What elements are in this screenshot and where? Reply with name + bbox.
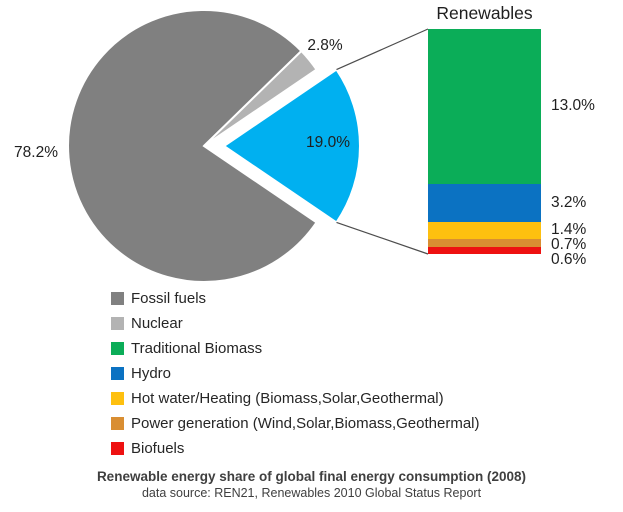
legend-swatch-icon — [111, 292, 124, 305]
legend-swatch-icon — [111, 342, 124, 355]
bar-label-hot-water-heating-biomass-solar-geothermal: 1.4% — [551, 221, 587, 239]
caption-source: data source: REN21, Renewables 2010 Glob… — [141, 486, 482, 500]
breakout-bar — [428, 29, 541, 254]
pie-label-fossil-fuels: 78.2% — [14, 144, 58, 161]
pie-slice-renewables — [222, 68, 361, 224]
bar-label-hydro: 3.2% — [551, 193, 587, 211]
legend-item-power-generation-wind-solar-biomass-geothermal: Power generation (Wind,Solar,Biomass,Geo… — [111, 411, 480, 436]
pie-slice-nuclear — [203, 49, 318, 147]
legend-item-traditional-biomass: Traditional Biomass — [111, 336, 480, 361]
legend-swatch-icon — [111, 417, 124, 430]
legend-swatch-icon — [111, 392, 124, 405]
legend-item-hydro: Hydro — [111, 361, 480, 386]
legend-label: Nuclear — [131, 315, 183, 332]
bar-label-biofuels: 0.6% — [551, 251, 587, 269]
legend-item-biofuels: Biofuels — [111, 436, 480, 461]
legend-item-nuclear: Nuclear — [111, 311, 480, 336]
legend-label: Fossil fuels — [131, 290, 207, 307]
breakout-bar-title: Renewables — [436, 3, 533, 23]
legend-swatch-icon — [111, 317, 124, 330]
bar-segment-hot-water-heating-biomass-solar-geothermal — [428, 221, 541, 239]
legend-label: Traditional Biomass — [131, 340, 263, 357]
pie-label-nuclear: 2.8% — [307, 37, 343, 54]
pie-slice-fossil-fuels — [67, 8, 318, 283]
pie-label-renewables: 19.0% — [306, 134, 350, 151]
bar-label-traditional-biomass: 13.0% — [551, 97, 595, 115]
caption: Renewable energy share of global final e… — [0, 468, 623, 501]
legend-label: Hydro — [131, 365, 172, 382]
legend: Fossil fuels Nuclear Traditional Biomass Hy… — [111, 286, 480, 461]
legend-label: Hot water/Heating (Biomass,Solar,Geother… — [131, 390, 444, 407]
bar-label-power-generation-wind-solar-biomass-geothermal: 0.7% — [551, 236, 587, 254]
legend-swatch-icon — [111, 442, 124, 455]
caption-title: Renewable energy share of global final e… — [96, 469, 527, 484]
bar-segment-biofuels — [428, 246, 541, 254]
legend-label: Power generation (Wind,Solar,Biomass,Geo… — [131, 415, 480, 432]
bar-segment-traditional-biomass — [428, 29, 541, 184]
bar-segment-hydro — [428, 183, 541, 222]
connector-line-top — [336, 28, 429, 71]
legend-item-hot-water-heating-biomass-solar-geothermal: Hot water/Heating (Biomass,Solar,Geother… — [111, 386, 480, 411]
legend-item-fossil-fuels: Fossil fuels — [111, 286, 480, 311]
legend-label: Biofuels — [131, 440, 185, 457]
bar-segment-power-generation-wind-solar-biomass-geothermal — [428, 238, 541, 247]
legend-swatch-icon — [111, 367, 124, 380]
connector-line-bottom — [336, 221, 429, 255]
